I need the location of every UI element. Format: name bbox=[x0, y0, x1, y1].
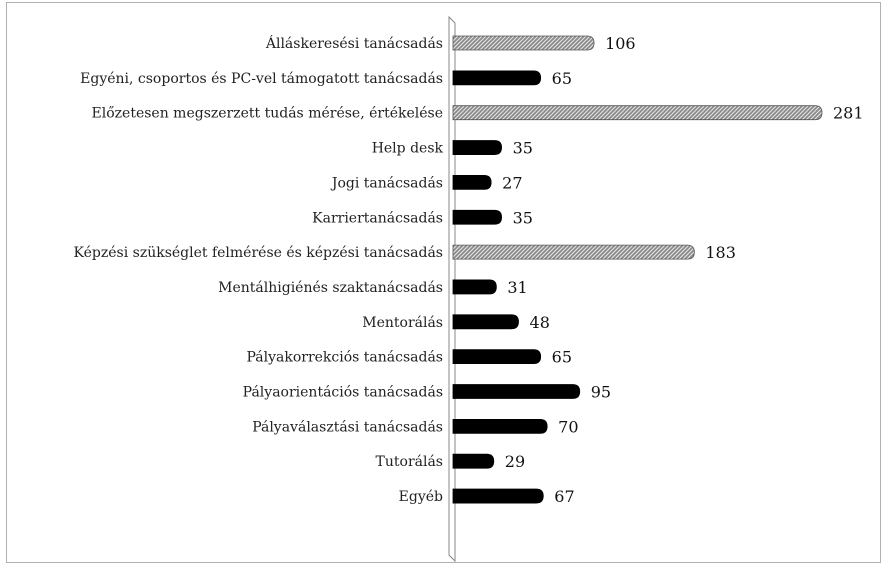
bar bbox=[452, 244, 695, 260]
bar-face bbox=[452, 314, 519, 330]
bar-face bbox=[452, 384, 581, 399]
bar-face bbox=[452, 175, 492, 190]
bar-face bbox=[452, 140, 502, 155]
category-label: Pályakorrekciós tanácsadás bbox=[246, 350, 443, 366]
value-label: 31 bbox=[507, 278, 527, 297]
value-label: 35 bbox=[513, 208, 533, 227]
bar-face bbox=[452, 209, 502, 225]
value-label: 35 bbox=[513, 139, 533, 158]
bar bbox=[452, 70, 542, 86]
category-label: Mentorálás bbox=[362, 315, 443, 331]
category-label: Egyéb bbox=[399, 489, 443, 505]
category-label: Előzetesen megszerzett tudás mérése, ért… bbox=[92, 106, 443, 122]
bar-face bbox=[452, 488, 544, 504]
value-label: 67 bbox=[554, 487, 574, 506]
bar-chart: Álláskeresési tanácsadás Egyéni, csoporto… bbox=[74, 15, 864, 563]
bar-face-highlighted bbox=[452, 244, 695, 260]
bar-face bbox=[452, 418, 548, 434]
value-label: 29 bbox=[505, 452, 525, 471]
bar bbox=[452, 35, 595, 51]
bar bbox=[452, 209, 502, 225]
bar-face bbox=[452, 349, 542, 365]
bar-face-highlighted bbox=[452, 105, 823, 121]
bar bbox=[452, 453, 495, 469]
category-label: Egyéni, csoportos és PC-vel támogatott t… bbox=[80, 71, 443, 87]
bar-face bbox=[452, 70, 542, 86]
bar bbox=[452, 314, 519, 330]
value-label: 70 bbox=[558, 417, 578, 436]
chart-frame: Álláskeresési tanácsadás Egyéni, csoporto… bbox=[6, 2, 881, 563]
bar bbox=[452, 349, 542, 365]
bar bbox=[452, 175, 492, 190]
value-label: 106 bbox=[605, 34, 636, 53]
category-label: Tutorálás bbox=[376, 454, 443, 470]
bar bbox=[452, 488, 544, 504]
bar bbox=[452, 279, 497, 295]
value-label: 95 bbox=[591, 383, 611, 402]
category-label: Pályaválasztási tanácsadás bbox=[252, 419, 443, 435]
value-label: 65 bbox=[552, 348, 572, 367]
category-label: Help desk bbox=[372, 141, 444, 157]
category-label: Álláskeresési tanácsadás bbox=[265, 34, 443, 52]
bar bbox=[452, 105, 823, 121]
bar-face bbox=[452, 453, 495, 469]
value-label: 183 bbox=[705, 243, 736, 262]
category-label: Jogi tanácsadás bbox=[330, 175, 443, 191]
category-label: Karriertanácsadás bbox=[312, 210, 443, 226]
category-label: Képzési szükséglet felmérése és képzési … bbox=[74, 245, 443, 261]
value-label: 281 bbox=[833, 104, 864, 123]
value-label: 27 bbox=[502, 173, 522, 192]
value-label: 48 bbox=[530, 313, 550, 332]
bar bbox=[452, 384, 581, 399]
category-label: Pályaorientációs tanácsadás bbox=[243, 385, 443, 401]
bar-face bbox=[452, 279, 497, 295]
bar bbox=[452, 140, 502, 155]
bar bbox=[452, 418, 548, 434]
bar-face-highlighted bbox=[452, 35, 595, 51]
category-label: Mentálhigiénés szaktanácsadás bbox=[218, 280, 443, 296]
value-label: 65 bbox=[552, 69, 572, 88]
